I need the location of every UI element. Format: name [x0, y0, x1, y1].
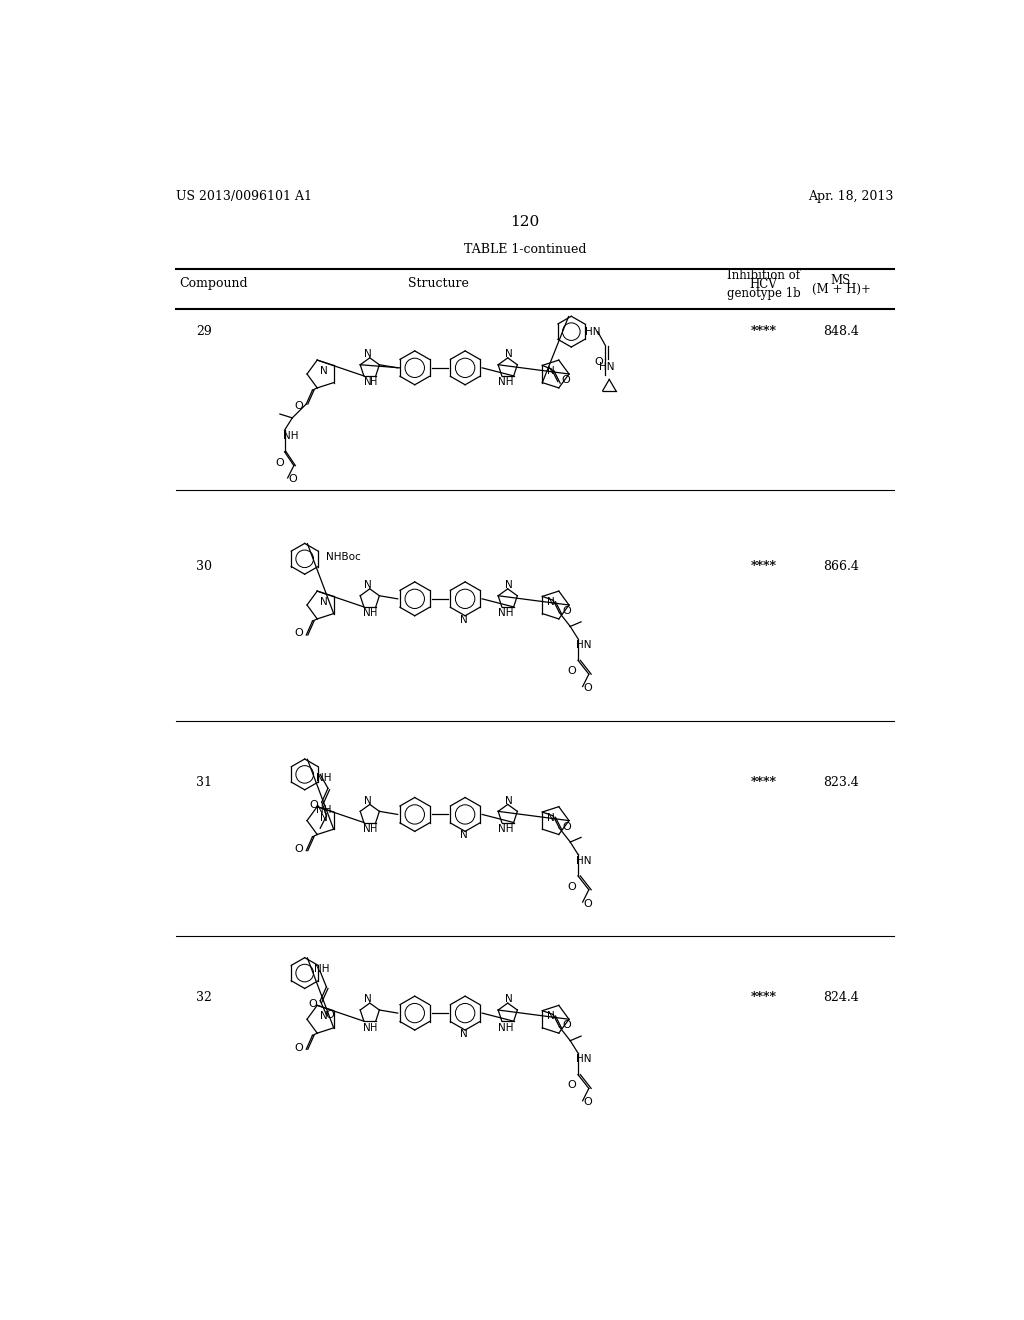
Text: O: O [563, 606, 571, 616]
Text: 824.4: 824.4 [823, 991, 859, 1005]
Text: US 2013/0096101 A1: US 2013/0096101 A1 [176, 190, 312, 203]
Text: NH: NH [315, 774, 331, 783]
Text: H: H [370, 376, 378, 387]
Text: N: N [364, 348, 372, 359]
Text: ****: **** [751, 325, 776, 338]
Text: O: O [294, 628, 303, 639]
Text: ****: **** [751, 991, 776, 1005]
Text: O: O [567, 882, 577, 892]
Text: O: O [275, 458, 285, 467]
Text: O: O [294, 843, 303, 854]
Text: N: N [321, 597, 328, 607]
Text: N: N [364, 994, 372, 1005]
Text: N: N [364, 796, 372, 805]
Text: N: N [364, 376, 372, 387]
Text: 29: 29 [197, 325, 212, 338]
Text: HN: HN [577, 1055, 592, 1064]
Text: NHBoc: NHBoc [327, 552, 361, 562]
Text: N: N [547, 597, 554, 607]
Text: O: O [288, 474, 297, 484]
Text: N: N [506, 348, 513, 359]
Text: N: N [460, 615, 467, 624]
Text: O: O [583, 899, 592, 908]
Text: TABLE 1-continued: TABLE 1-continued [464, 243, 586, 256]
Text: (M + H)+: (M + H)+ [812, 282, 870, 296]
Text: N: N [547, 813, 554, 822]
Text: H: H [370, 609, 378, 619]
Text: N: N [321, 1011, 328, 1022]
Text: N: N [547, 1011, 554, 1022]
Text: NH: NH [314, 964, 330, 974]
Text: O: O [308, 999, 316, 1008]
Text: N: N [460, 830, 467, 841]
Text: O: O [294, 1043, 303, 1053]
Text: N: N [362, 609, 371, 619]
Text: HN: HN [577, 855, 592, 866]
Text: 823.4: 823.4 [823, 776, 859, 788]
Text: NH: NH [315, 805, 331, 814]
Text: N: N [321, 813, 328, 822]
Text: N: N [362, 824, 371, 834]
Text: O: O [561, 375, 570, 385]
Text: 866.4: 866.4 [823, 560, 859, 573]
Text: O: O [563, 821, 571, 832]
Text: O: O [583, 1097, 592, 1107]
Text: N: N [364, 579, 372, 590]
Text: O: O [583, 682, 592, 693]
Text: MS: MS [830, 273, 851, 286]
Text: N: N [506, 579, 513, 590]
Text: N: N [547, 366, 554, 376]
Text: ****: **** [751, 560, 776, 573]
Text: N: N [506, 796, 513, 805]
Text: O: O [595, 358, 603, 367]
Text: HN: HN [586, 326, 601, 337]
Text: HN: HN [599, 362, 614, 372]
Text: 848.4: 848.4 [823, 325, 859, 338]
Text: N: N [362, 1023, 371, 1032]
Text: O: O [567, 1080, 577, 1090]
Text: HN: HN [577, 640, 592, 649]
Text: 31: 31 [197, 776, 212, 788]
Text: Apr. 18, 2013: Apr. 18, 2013 [808, 190, 894, 203]
Text: 30: 30 [197, 560, 212, 573]
Text: Inhibition of: Inhibition of [727, 269, 800, 282]
Text: O: O [294, 400, 303, 411]
Text: NH: NH [499, 376, 514, 387]
Text: Structure: Structure [408, 277, 468, 289]
Text: Compound: Compound [179, 277, 248, 289]
Text: NH: NH [283, 432, 299, 441]
Text: N: N [321, 366, 328, 376]
Text: genotype 1b: genotype 1b [727, 288, 801, 301]
Text: H: H [370, 824, 378, 834]
Text: O: O [563, 1020, 571, 1031]
Text: NH: NH [499, 1023, 514, 1032]
Text: 32: 32 [197, 991, 212, 1005]
Text: O: O [567, 667, 577, 676]
Text: N: N [460, 1028, 467, 1039]
Text: N: N [506, 994, 513, 1005]
Text: ****: **** [751, 776, 776, 788]
Text: NH: NH [499, 609, 514, 619]
Text: HCV: HCV [750, 279, 777, 292]
Text: 120: 120 [510, 215, 540, 228]
Text: H: H [370, 1023, 378, 1032]
Text: NH: NH [499, 824, 514, 834]
Text: O: O [326, 1010, 334, 1019]
Text: O: O [309, 800, 318, 810]
